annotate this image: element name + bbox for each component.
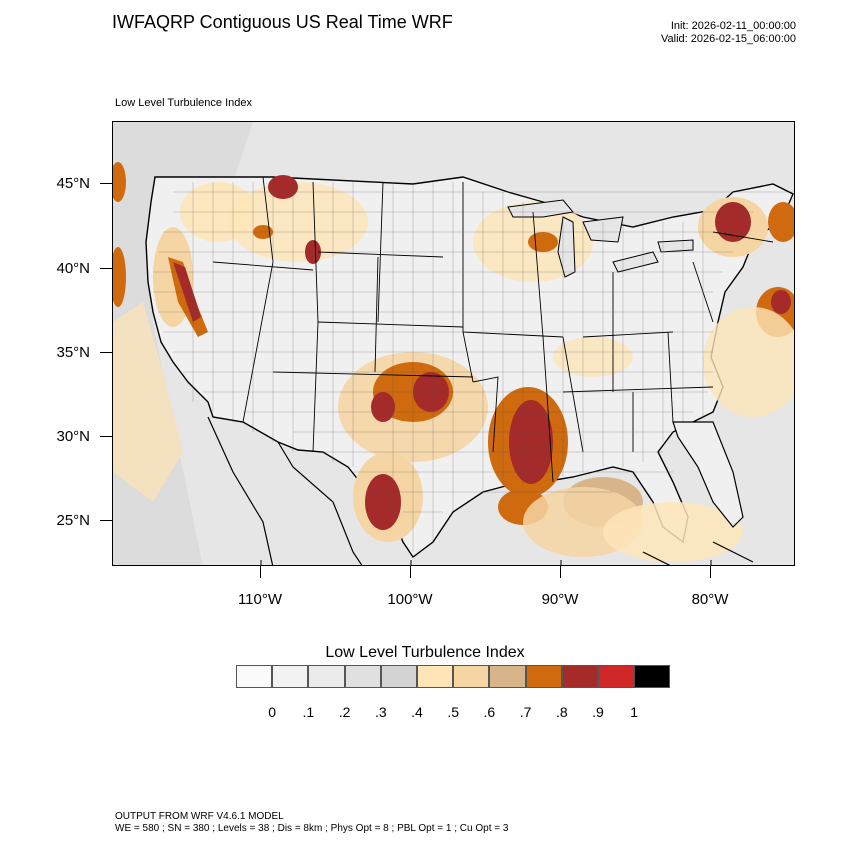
lat-tick	[100, 436, 112, 437]
lat-label-40: 40°N	[56, 260, 90, 277]
lat-tick	[100, 520, 112, 521]
valid-time: Valid: 2026-02-15_06:00:00	[661, 33, 796, 45]
lon-tick	[560, 566, 561, 578]
pacific-tan	[113, 302, 183, 502]
colorbar-label: .7	[519, 704, 532, 720]
lat-tick	[100, 183, 112, 184]
lon-label-100w: 100°W	[387, 591, 433, 608]
lon-label-110w: 110°W	[237, 591, 283, 608]
lon-tick	[710, 566, 711, 578]
lat-label-45: 45°N	[56, 175, 90, 192]
florida	[672, 421, 744, 528]
colorbar-label: 1	[630, 704, 639, 720]
graticule-ticks	[260, 560, 712, 565]
colorbar-cell	[272, 665, 309, 688]
colorbar-label: .4	[411, 704, 423, 720]
lon-label-90w: 90°W	[541, 591, 579, 608]
footer-model: OUTPUT FROM WRF V4.6.1 MODEL	[115, 811, 284, 822]
lat-tick	[100, 268, 112, 269]
footer-config: WE = 580 ; SN = 380 ; Levels = 38 ; Dis …	[115, 823, 509, 834]
colorbar-title: Low Level Turbulence Index	[325, 644, 525, 661]
colorbar-cell	[453, 665, 490, 688]
colorbar-label: .6	[483, 704, 496, 720]
lon-tick	[260, 566, 261, 578]
colorbar-label: .9	[592, 704, 604, 720]
lat-label-30: 30°N	[56, 428, 90, 445]
colorbar-cell	[344, 665, 381, 688]
colorbar-label: 0	[268, 704, 277, 720]
county-lines	[153, 182, 793, 552]
map-title: IWFAQRP Contiguous US Real Time WRF	[112, 12, 453, 32]
colorbar-cell	[598, 665, 635, 688]
country-borders	[207, 416, 754, 565]
lon-tick	[410, 566, 411, 578]
colorbar-cell	[417, 665, 454, 688]
colorbar-cell	[634, 665, 671, 688]
colorbar-cell	[525, 665, 562, 688]
colorbar-cell	[489, 665, 526, 688]
lat-label-25: 25°N	[56, 512, 90, 529]
colorbar-cell	[236, 665, 273, 688]
colorbar-cell	[308, 665, 345, 688]
colorbar-label: .8	[555, 704, 568, 720]
colorbar-label: .1	[302, 704, 315, 720]
lon-label-80w: 80°W	[691, 591, 729, 608]
field-subtitle: Low Level Turbulence Index	[115, 97, 252, 109]
lat-tick	[100, 352, 112, 353]
colorbar-label: .3	[374, 704, 387, 720]
lat-label-35: 35°N	[56, 344, 90, 361]
colorbar-label: .5	[447, 704, 460, 720]
colorbar-cell	[380, 665, 417, 688]
map-panel	[112, 121, 795, 566]
colorbar-cell	[561, 665, 598, 688]
turbulence-map	[113, 122, 794, 565]
init-time: Init: 2026-02-11_00:00:00	[670, 20, 796, 32]
colorbar-label: .2	[338, 704, 351, 720]
